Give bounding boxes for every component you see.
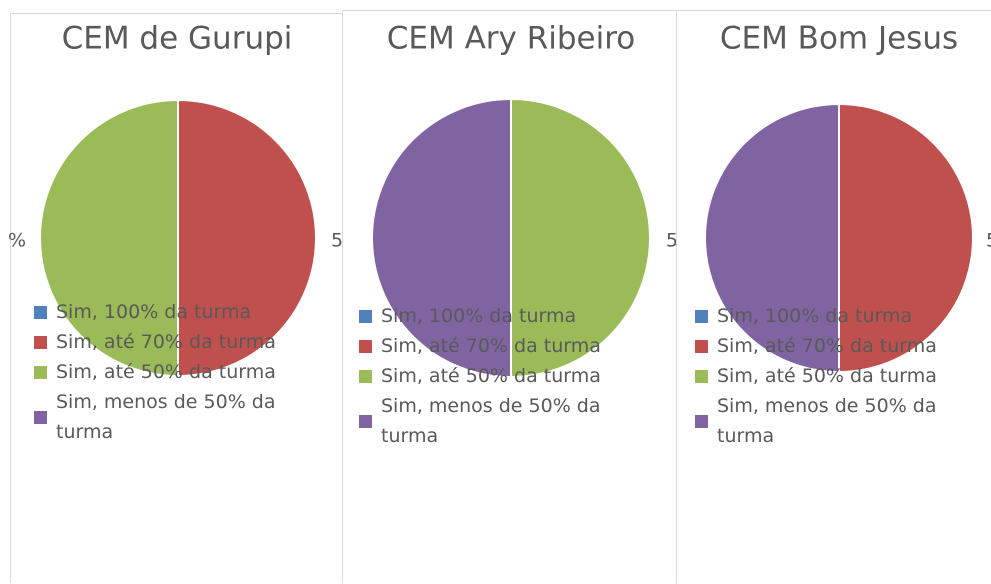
legend-swatch [359,310,372,323]
pie-slice [704,102,840,374]
legend-item: Sim, até 50% da turma [359,361,609,391]
chart-panel: CEM Ary Ribeiro5%Sim, 100% da turmaSim, … [342,10,696,583]
legend-swatch [34,306,47,319]
legend-item: Sim, menos de 50% da turma [695,391,945,451]
legend-label: Sim, até 70% da turma [381,335,601,357]
chart-title: CEM Ary Ribeiro [387,21,636,57]
legend-label: Sim, 100% da turma [717,305,913,327]
chart-title: CEM Bom Jesus [720,21,958,57]
chart: CEM Bom Jesus 5 [704,21,991,374]
legend-item: Sim, 100% da turma [359,301,609,331]
data-label-fragment: 5 [986,230,991,252]
legend: Sim, 100% da turma Sim, até 70% da turma S… [359,301,609,451]
legend-swatch [695,340,708,353]
legend-swatch [359,340,372,353]
legend-label: Sim, 100% da turma [56,301,252,323]
legend-label: Sim, menos de 50% da turma [717,395,937,447]
legend-label: Sim, até 50% da turma [56,361,276,383]
legend-swatch [359,370,372,383]
legend-label: Sim, até 50% da turma [381,365,601,387]
legend-swatch [34,336,47,349]
legend-label: Sim, até 70% da turma [56,331,276,353]
legend-item: Sim, até 50% da turma [695,361,945,391]
legend-label: Sim, até 50% da turma [717,365,937,387]
legend-item: Sim, menos de 50% da turma [34,387,284,447]
legend-swatch [695,310,708,323]
legend-item: Sim, menos de 50% da turma [359,391,609,451]
legend-swatch [695,415,708,428]
legend-label: Sim, menos de 50% da turma [381,395,601,447]
pie-slice [838,102,974,374]
legend-label: Sim, até 70% da turma [717,335,937,357]
pie-slice [510,97,651,379]
legend-label: Sim, 100% da turma [381,305,577,327]
legend-item: Sim, até 70% da turma [34,327,284,357]
legend-swatch [695,370,708,383]
legend: Sim, 100% da turma Sim, até 70% da turma S… [34,297,284,447]
legend-label: Sim, menos de 50% da turma [56,391,276,443]
chart-panel: CEM de Gurupi%5%Sim, 100% da turma Sim, a… [8,13,361,583]
chart-panel: CEM Bom Jesus 5 Sim, 100% da turma Sim, até… [676,10,991,583]
data-label-fragment: % [8,230,26,252]
pie-slice [177,98,317,378]
legend-item: Sim, 100% da turma [695,301,945,331]
legend-swatch [359,415,372,428]
pie-slice [39,98,179,378]
legend: Sim, 100% da turma Sim, até 70% da turma S… [695,301,945,451]
pie-slice [371,97,512,379]
chart: CEM de Gurupi%5% [8,21,361,378]
legend-swatch [34,411,47,424]
chart: CEM Ary Ribeiro5% [371,21,696,379]
legend-item: Sim, até 50% da turma [34,357,284,387]
chart-title: CEM de Gurupi [62,21,293,57]
legend-item: Sim, até 70% da turma [695,331,945,361]
legend-item: Sim, 100% da turma [34,297,284,327]
legend-item: Sim, até 70% da turma [359,331,609,361]
legend-swatch [34,366,47,379]
